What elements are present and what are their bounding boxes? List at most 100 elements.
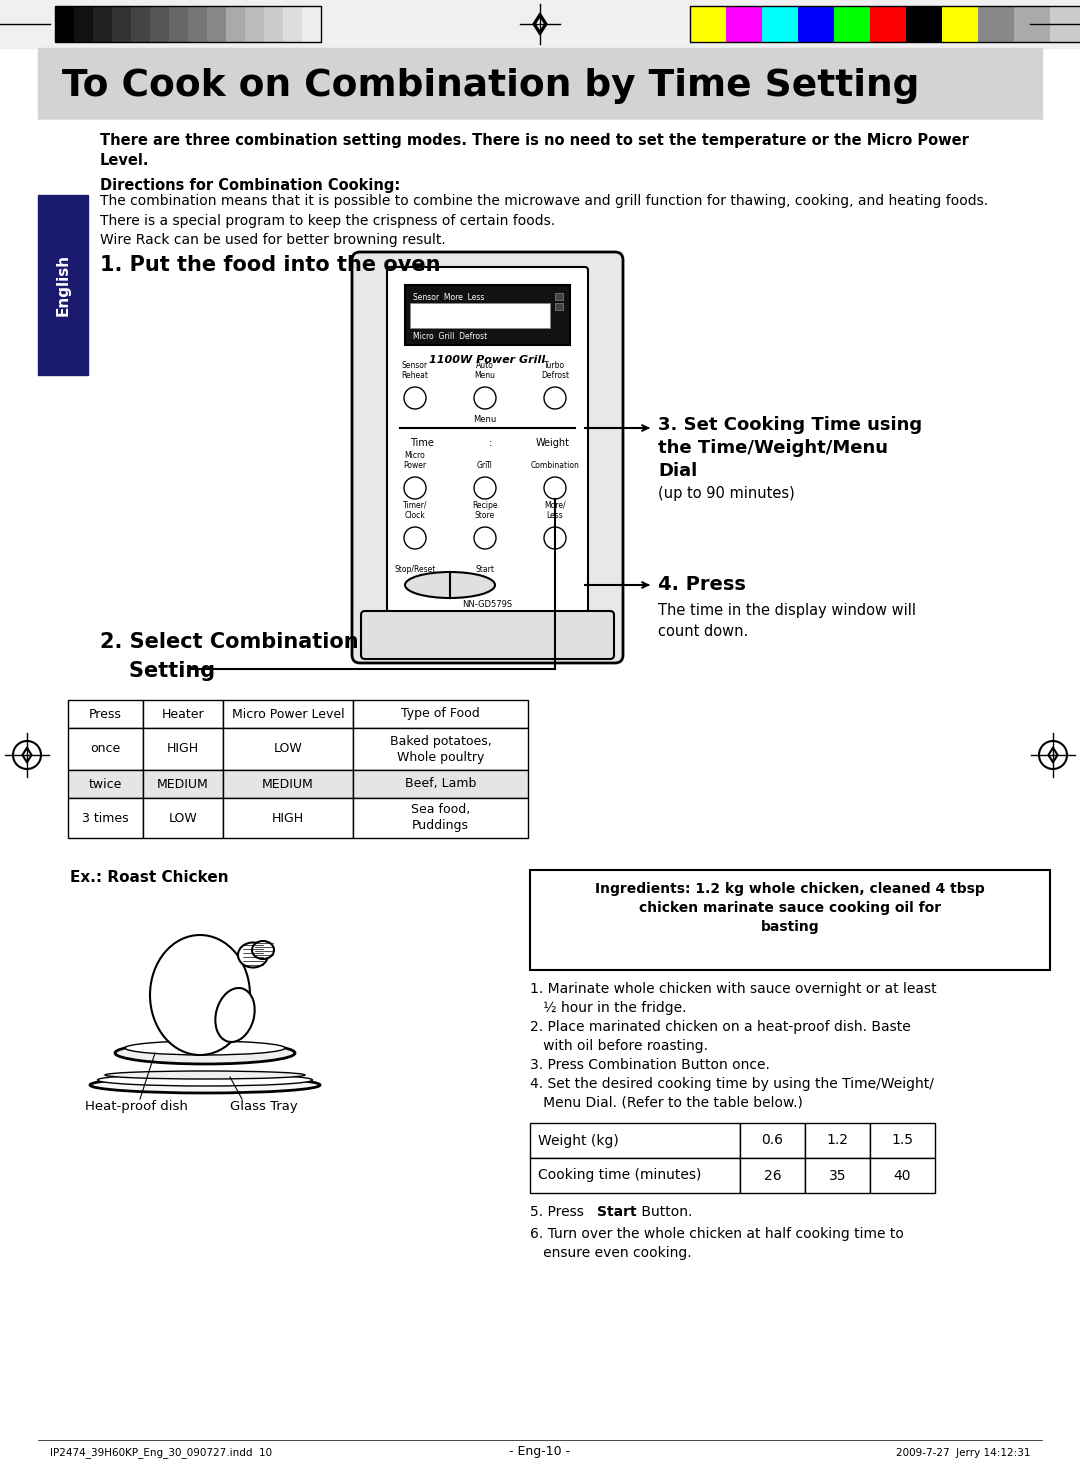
Bar — [942, 6, 978, 41]
Bar — [131, 6, 150, 41]
Polygon shape — [534, 13, 546, 35]
Bar — [726, 6, 762, 41]
Bar — [283, 6, 302, 41]
Text: ½ hour in the fridge.: ½ hour in the fridge. — [530, 1001, 687, 1015]
Bar — [353, 771, 528, 799]
Bar — [143, 799, 222, 839]
Text: MEDIUM: MEDIUM — [157, 778, 208, 790]
Bar — [55, 6, 321, 41]
Bar — [353, 728, 528, 771]
Bar — [798, 6, 834, 41]
Bar — [245, 6, 264, 41]
Text: The combination means that it is possible to combine the microwave and grill fun: The combination means that it is possibl… — [100, 194, 988, 247]
Bar — [805, 1158, 870, 1194]
Text: 1. Marinate whole chicken with sauce overnight or at least: 1. Marinate whole chicken with sauce ove… — [530, 982, 936, 995]
Bar — [405, 285, 570, 345]
Text: LOW: LOW — [273, 742, 302, 756]
Text: There are three combination setting modes. There is no need to set the temperatu: There are three combination setting mode… — [100, 133, 969, 167]
Bar — [555, 293, 563, 300]
Bar — [353, 799, 528, 839]
Bar — [870, 1158, 935, 1194]
FancyBboxPatch shape — [387, 268, 588, 637]
Bar — [38, 47, 1042, 120]
FancyBboxPatch shape — [352, 251, 623, 663]
Bar — [555, 303, 563, 311]
Text: Setting: Setting — [100, 661, 215, 680]
Text: Micro  Grill  Defrost: Micro Grill Defrost — [413, 331, 487, 342]
Text: Ex.: Roast Chicken: Ex.: Roast Chicken — [70, 870, 229, 884]
Bar — [222, 700, 353, 728]
Text: HIGH: HIGH — [167, 742, 199, 756]
Text: –: – — [485, 456, 490, 466]
Text: Cooking time (minutes): Cooking time (minutes) — [538, 1168, 701, 1183]
Text: Type of Food: Type of Food — [401, 707, 480, 720]
Text: HIGH: HIGH — [272, 812, 305, 824]
Bar — [530, 1123, 740, 1158]
Bar — [530, 870, 1050, 970]
Bar — [870, 6, 906, 41]
Text: 2. Place marinated chicken on a heat-proof dish. Baste: 2. Place marinated chicken on a heat-pro… — [530, 1021, 910, 1034]
Bar — [143, 728, 222, 771]
Bar — [906, 6, 942, 41]
Bar — [690, 6, 726, 41]
Bar — [143, 771, 222, 799]
Circle shape — [474, 387, 496, 410]
Text: 4. Set the desired cooking time by using the Time/Weight/: 4. Set the desired cooking time by using… — [530, 1077, 934, 1092]
Bar — [690, 6, 1080, 41]
FancyBboxPatch shape — [361, 611, 615, 660]
Text: LOW: LOW — [168, 812, 198, 824]
Text: 4. Press: 4. Press — [658, 575, 746, 595]
Text: To Cook on Combination by Time Setting: To Cook on Combination by Time Setting — [62, 68, 919, 104]
Bar — [226, 6, 245, 41]
Bar — [740, 1123, 805, 1158]
Ellipse shape — [405, 572, 495, 598]
Text: Stop/Reset: Stop/Reset — [394, 565, 435, 574]
Polygon shape — [25, 751, 29, 759]
Text: 2. Select Combination: 2. Select Combination — [100, 632, 359, 652]
Text: Menu: Menu — [473, 416, 497, 424]
Bar — [55, 6, 75, 41]
Text: English: English — [55, 254, 70, 317]
Text: More/
Less: More/ Less — [544, 500, 566, 521]
Bar — [68, 728, 143, 771]
Polygon shape — [22, 747, 32, 763]
Text: Sensor
Reheat: Sensor Reheat — [402, 361, 429, 380]
Ellipse shape — [105, 1071, 305, 1080]
Text: 3. Press Combination Button once.: 3. Press Combination Button once. — [530, 1057, 770, 1072]
Text: 6. Turn over the whole chicken at half cooking time to
   ensure even cooking.: 6. Turn over the whole chicken at half c… — [530, 1228, 904, 1260]
Polygon shape — [1048, 747, 1058, 763]
Text: Grill: Grill — [477, 461, 492, 470]
Circle shape — [404, 478, 426, 498]
Ellipse shape — [238, 942, 268, 967]
Bar — [68, 799, 143, 839]
Text: Sensor  More  Less: Sensor More Less — [413, 293, 484, 302]
Text: Weight (kg): Weight (kg) — [538, 1133, 619, 1148]
Bar — [168, 6, 188, 41]
Bar — [188, 6, 207, 41]
Text: Micro
Power: Micro Power — [404, 451, 427, 470]
Circle shape — [474, 478, 496, 498]
Text: Auto
Menu: Auto Menu — [474, 361, 496, 380]
Text: 35: 35 — [828, 1168, 847, 1183]
Polygon shape — [1051, 751, 1055, 759]
Text: Weight: Weight — [536, 438, 570, 448]
Bar — [38, 195, 87, 376]
Text: Press: Press — [89, 707, 122, 720]
Text: Time: Time — [410, 438, 434, 448]
Text: Recipe
Store: Recipe Store — [472, 500, 498, 521]
Text: 3. Set Cooking Time using
the Time/Weight/Menu
Dial: 3. Set Cooking Time using the Time/Weigh… — [658, 416, 922, 479]
Text: Sea food,
Puddings: Sea food, Puddings — [410, 803, 470, 833]
Circle shape — [544, 387, 566, 410]
Text: IP2474_39H60KP_Eng_30_090727.indd  10: IP2474_39H60KP_Eng_30_090727.indd 10 — [50, 1446, 272, 1458]
Text: 3 times: 3 times — [82, 812, 129, 824]
Text: 0.6: 0.6 — [761, 1133, 783, 1148]
Text: with oil before roasting.: with oil before roasting. — [530, 1040, 708, 1053]
Bar — [0, 0, 1080, 47]
Text: Ingredients: 1.2 kg whole chicken, cleaned 4 tbsp
chicken marinate sauce cooking: Ingredients: 1.2 kg whole chicken, clean… — [595, 881, 985, 933]
Circle shape — [404, 527, 426, 549]
Text: Micro Power Level: Micro Power Level — [232, 707, 345, 720]
Bar — [410, 303, 550, 328]
Bar — [353, 700, 528, 728]
Bar — [740, 1158, 805, 1194]
Text: 5. Press: 5. Press — [530, 1205, 589, 1219]
